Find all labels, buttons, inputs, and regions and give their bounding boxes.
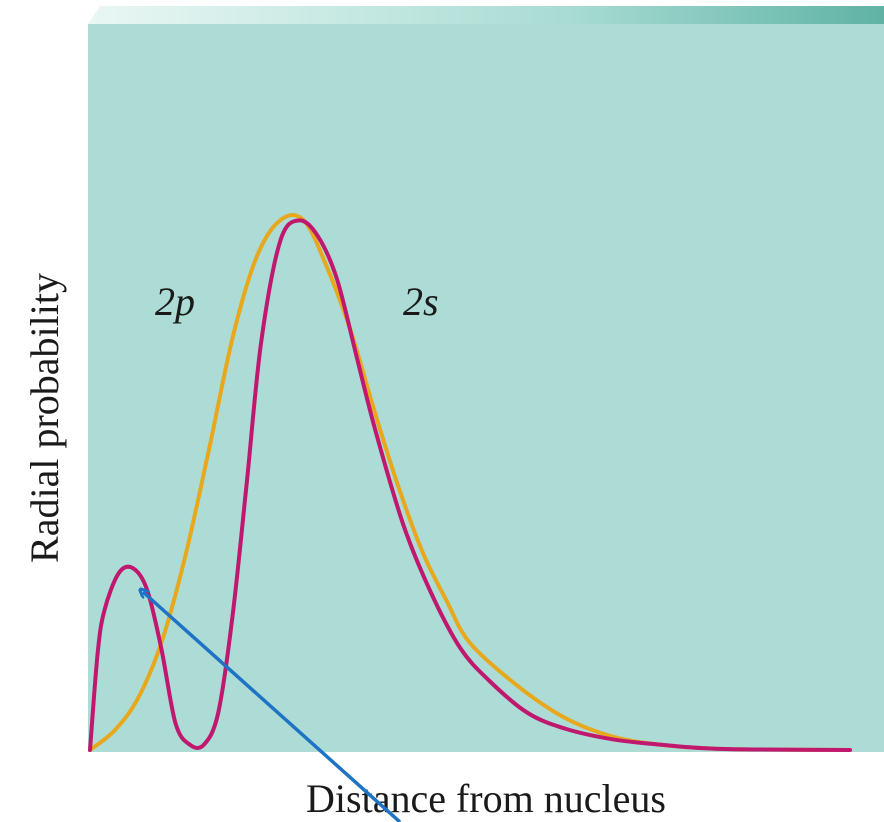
- annotation-arrow: [143, 592, 402, 822]
- series-label-2p: 2p: [155, 279, 195, 324]
- x-axis-label: Distance from nucleus: [306, 776, 666, 821]
- y-axis-label: Radial probability: [22, 273, 67, 563]
- series-label-2s: 2s: [403, 279, 439, 324]
- plot-area-background: [88, 24, 884, 752]
- top-decorative-bar: [88, 6, 884, 24]
